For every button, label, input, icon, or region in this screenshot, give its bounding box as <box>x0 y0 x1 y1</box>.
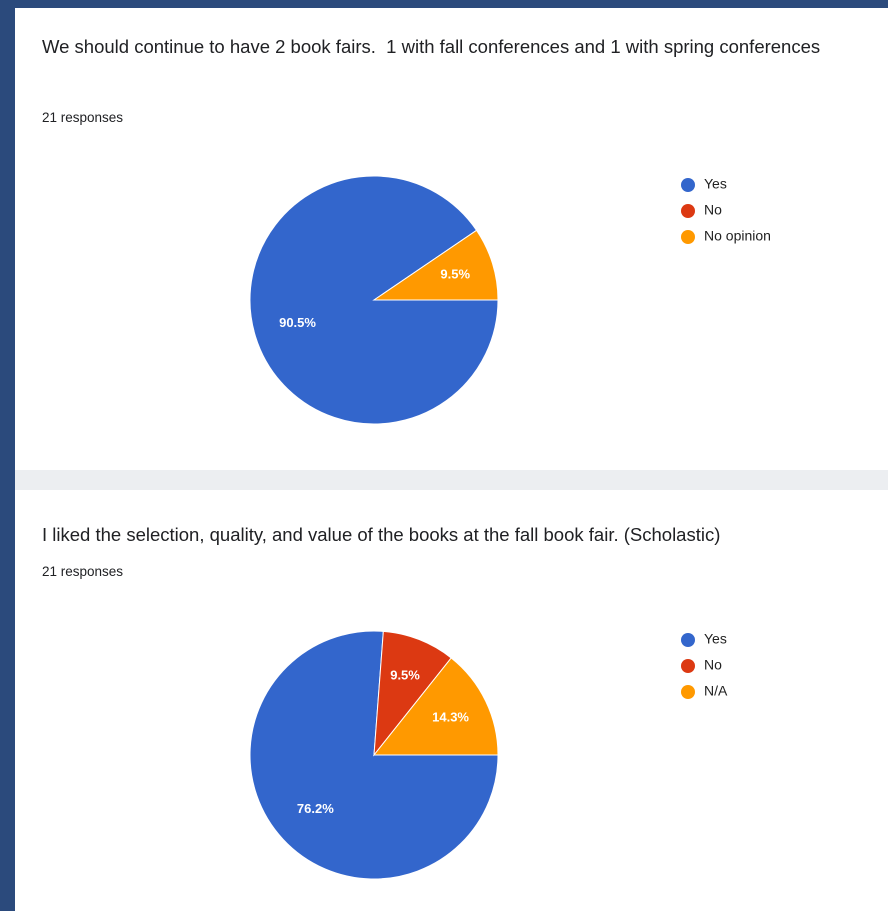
legend-swatch <box>681 685 695 699</box>
pie-chart: 76.2% 9.5% 14.3% Yes No N/A <box>249 630 728 880</box>
separator <box>15 470 888 490</box>
legend-swatch <box>681 178 695 192</box>
pie-chart: 90.5% 9.5% Yes No No opinion <box>249 175 771 425</box>
pie-slice <box>372 229 499 301</box>
question-title: I liked the selection, quality, and valu… <box>42 524 721 545</box>
slice-label: 76.2% <box>297 801 334 816</box>
legend-label: No opinion <box>704 228 771 244</box>
legend-swatch <box>681 230 695 244</box>
legend-label: N/A <box>704 683 728 699</box>
response-count: 21 responses <box>42 110 124 125</box>
legend-swatch <box>681 204 695 218</box>
legend-label: No <box>704 202 722 218</box>
legend-label: Yes <box>704 631 727 647</box>
slice-label: 14.3% <box>432 710 469 725</box>
question-title: We should continue to have 2 book fairs.… <box>42 36 821 57</box>
slice-label: 9.5% <box>440 266 470 281</box>
legend-swatch <box>681 659 695 673</box>
slice-label: 9.5% <box>390 667 420 682</box>
legend-swatch <box>681 633 695 647</box>
slice-label: 90.5% <box>279 315 316 330</box>
legend-label: Yes <box>704 176 727 192</box>
legend-label: No <box>704 657 722 673</box>
pie-slice <box>372 657 499 756</box>
response-count: 21 responses <box>42 564 124 579</box>
